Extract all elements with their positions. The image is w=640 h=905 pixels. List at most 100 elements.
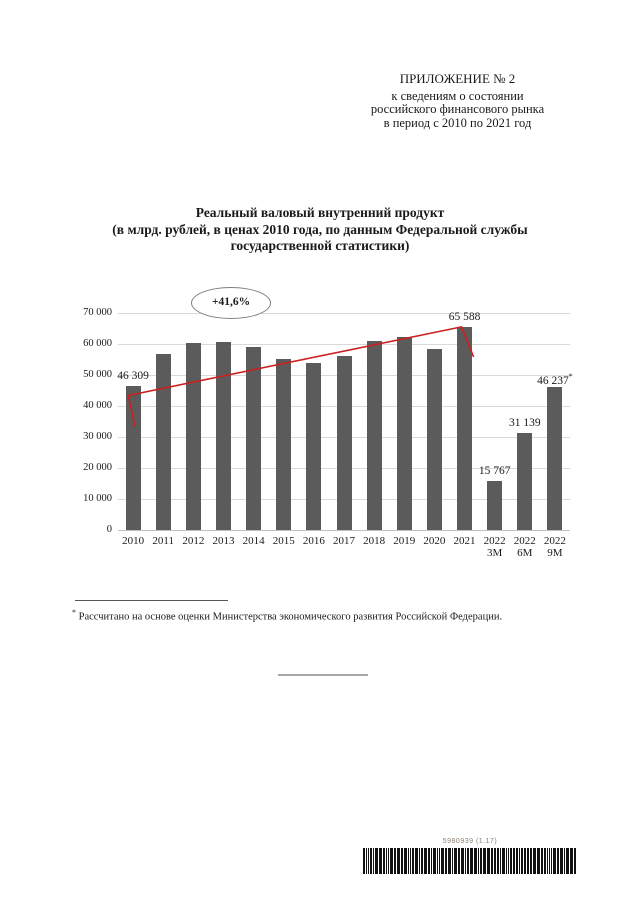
footnote-text: Рассчитано на основе оценки Министерства… [78,611,503,623]
y-axis-label: 70 000 [83,307,112,318]
barcode-stripe [474,848,477,874]
barcode-stripe [394,848,396,874]
barcode-stripe [383,848,385,874]
barcode-stripe [566,848,569,874]
barcode-stripe [433,848,436,874]
data-label: 46 309 [117,370,149,383]
barcode-stripe [513,848,515,874]
barcode-stripe [410,848,411,874]
barcode-stripe [458,848,460,874]
barcode-stripe [375,848,378,874]
barcode-stripe [452,848,453,874]
barcode-stripe [530,848,532,874]
barcode-stripe [470,848,473,874]
barcode-stripe [373,848,374,874]
x-axis-label: 2014 [242,535,265,547]
center-divider [278,674,368,676]
barcode-stripe [533,848,536,874]
barcode-stripe [408,848,409,874]
y-axis-label: 10 000 [83,493,112,504]
barcode-stripe [527,848,529,874]
barcode-stripe [502,848,505,874]
barcode-stripe [412,848,414,874]
barcode-stripe [437,848,438,874]
y-axis-label: 30 000 [83,431,112,442]
barcode-stripe [500,848,501,874]
barcode: 5980939 (1.17) [363,838,577,874]
barcode-stripe [388,848,389,874]
appendix-subtitle-line2: российского финансового рынка [370,102,545,116]
barcode-stripe [363,848,365,874]
bar-2022-9М [547,386,563,530]
barcode-stripe [516,848,518,874]
x-axis-label: 2018 [363,535,386,547]
barcode-label: 5980939 (1.17) [442,838,498,845]
barcode-stripe [368,848,369,874]
y-axis-label: 0 [106,524,112,535]
bar-2022-6М [517,433,533,530]
chart-title: Реальный валовый внутренний продукт (в м… [40,205,600,255]
barcode-stripe [483,848,486,874]
barcode-stripe [560,848,563,874]
data-label: 31 139 [508,417,541,430]
barcode-stripe [454,848,457,874]
x-axis-label: 2011 [152,535,174,547]
barcode-stripe [390,848,393,874]
appendix-header: ПРИЛОЖЕНИЕ № 2 к сведениям о состоянии р… [345,72,570,130]
barcode-stripe [419,848,420,874]
barcode-stripe [421,848,423,874]
footnote-marker: * [72,608,76,617]
barcode-stripes [363,848,577,874]
barcode-stripe [541,848,543,874]
barcode-stripe [487,848,490,874]
barcode-stripe [544,848,546,874]
barcode-stripe [461,848,464,874]
barcode-stripe [366,848,367,874]
barcode-stripe [439,848,440,874]
barcode-stripe [557,848,559,874]
barcode-stripe [467,848,469,874]
barcode-stripe [537,848,540,874]
x-axis-label: 2021 [453,535,476,547]
barcode-stripe [448,848,451,874]
barcode-stripe [497,848,499,874]
footnote: * Рассчитано на основе оценки Министерст… [72,606,592,624]
barcode-stripe [431,848,432,874]
data-label: 15 767 [478,465,511,478]
barcode-stripe [404,848,407,874]
x-axis-label: 2022 9М [543,535,566,559]
x-axis-label: 2020 [423,535,446,547]
gdp-bar-chart: 0 10 000 20 000 30 000 40 000 50 000 60 000 70 … [83,287,573,559]
bar-2016 [306,362,322,530]
barcode-stripe [465,848,466,874]
y-axis-label: 40 000 [83,400,112,411]
footnote-separator [75,600,228,601]
barcode-stripe [478,848,479,874]
appendix-number: ПРИЛОЖЕНИЕ № 2 [399,71,516,86]
barcode-stripe [553,848,556,874]
bar-2012 [185,343,201,530]
bar-2022-3М [487,481,503,530]
y-gridline [118,313,570,314]
barcode-stripe [564,848,565,874]
barcode-stripe [401,848,403,874]
barcode-stripe [494,848,496,874]
x-axis-label: 2012 [182,535,205,547]
bar-2019 [396,336,412,530]
bar-2013 [215,341,231,530]
y-gridline [118,530,570,531]
barcode-stripe [521,848,523,874]
bar-2020 [426,349,442,530]
barcode-stripe [508,848,509,874]
barcode-stripe [379,848,382,874]
barcode-stripe [549,848,550,874]
x-axis-label: 2010 [122,535,145,547]
barcode-stripe [547,848,548,874]
data-label: 65 588 [448,310,481,323]
y-axis-label: 60 000 [83,338,112,349]
chart-title-line3: государственной статистики) [230,238,410,253]
x-axis-label: 2017 [332,535,355,547]
bar-2017 [336,356,352,530]
barcode-stripe [551,848,552,874]
chart-title-line2: (в млрд. рублей, в ценах 2010 года, по д… [112,221,528,237]
